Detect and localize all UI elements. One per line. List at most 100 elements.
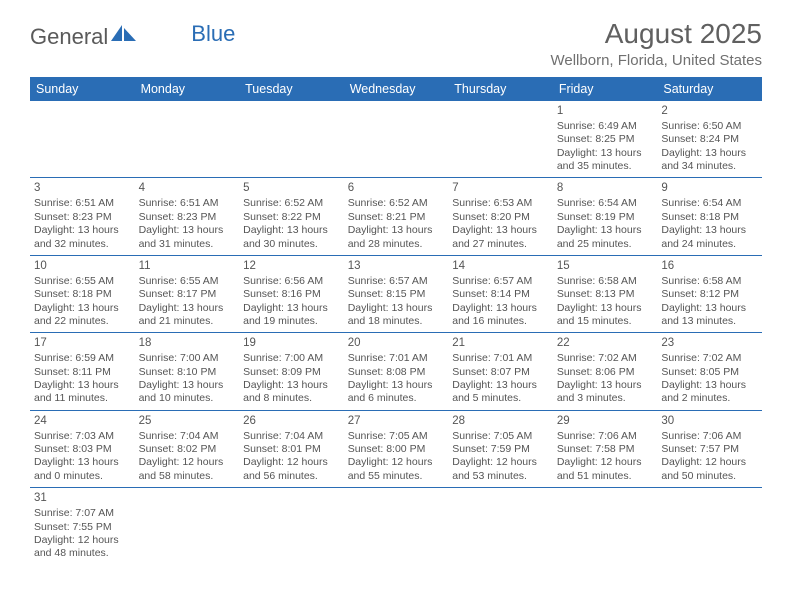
page-title: August 2025 xyxy=(551,18,763,50)
daylight-text: and 56 minutes. xyxy=(243,470,340,483)
daylight-text: and 10 minutes. xyxy=(139,392,236,405)
day-header-tuesday: Tuesday xyxy=(239,77,344,101)
sunset-text: Sunset: 8:06 PM xyxy=(557,366,654,379)
sunset-text: Sunset: 8:03 PM xyxy=(34,443,131,456)
week-row: 10Sunrise: 6:55 AMSunset: 8:18 PMDayligh… xyxy=(30,255,762,332)
daylight-text: and 31 minutes. xyxy=(139,238,236,251)
sunset-text: Sunset: 8:18 PM xyxy=(34,288,131,301)
calendar-table: SundayMondayTuesdayWednesdayThursdayFrid… xyxy=(30,77,762,565)
sunrise-text: Sunrise: 7:02 AM xyxy=(661,352,758,365)
sunset-text: Sunset: 8:16 PM xyxy=(243,288,340,301)
sunset-text: Sunset: 7:58 PM xyxy=(557,443,654,456)
daylight-text: Daylight: 13 hours xyxy=(34,224,131,237)
day-number: 8 xyxy=(557,181,654,196)
sunrise-text: Sunrise: 6:58 AM xyxy=(661,275,758,288)
daylight-text: Daylight: 12 hours xyxy=(348,456,445,469)
sunrise-text: Sunrise: 6:51 AM xyxy=(34,197,131,210)
sunrise-text: Sunrise: 6:58 AM xyxy=(557,275,654,288)
day-header-wednesday: Wednesday xyxy=(344,77,449,101)
day-number: 7 xyxy=(452,181,549,196)
sunset-text: Sunset: 8:25 PM xyxy=(557,133,654,146)
sunset-text: Sunset: 8:09 PM xyxy=(243,366,340,379)
daylight-text: and 21 minutes. xyxy=(139,315,236,328)
day-header-thursday: Thursday xyxy=(448,77,553,101)
logo-text-2: Blue xyxy=(191,21,235,47)
daylight-text: Daylight: 12 hours xyxy=(557,456,654,469)
empty-cell xyxy=(239,101,344,178)
daylight-text: and 51 minutes. xyxy=(557,470,654,483)
daylight-text: Daylight: 12 hours xyxy=(452,456,549,469)
day-cell-14: 14Sunrise: 6:57 AMSunset: 8:14 PMDayligh… xyxy=(448,255,553,332)
daylight-text: and 18 minutes. xyxy=(348,315,445,328)
sunrise-text: Sunrise: 6:59 AM xyxy=(34,352,131,365)
day-cell-1: 1Sunrise: 6:49 AMSunset: 8:25 PMDaylight… xyxy=(553,101,658,178)
day-number: 30 xyxy=(661,414,758,429)
daylight-text: and 8 minutes. xyxy=(243,392,340,405)
day-number: 27 xyxy=(348,414,445,429)
daylight-text: Daylight: 12 hours xyxy=(243,456,340,469)
day-number: 3 xyxy=(34,181,131,196)
logo-text-1: General xyxy=(30,24,108,50)
daylight-text: Daylight: 13 hours xyxy=(139,224,236,237)
day-number: 24 xyxy=(34,414,131,429)
sunrise-text: Sunrise: 6:57 AM xyxy=(348,275,445,288)
day-cell-8: 8Sunrise: 6:54 AMSunset: 8:19 PMDaylight… xyxy=(553,178,658,255)
daylight-text: and 27 minutes. xyxy=(452,238,549,251)
daylight-text: and 24 minutes. xyxy=(661,238,758,251)
day-header-saturday: Saturday xyxy=(657,77,762,101)
day-number: 15 xyxy=(557,259,654,274)
sunset-text: Sunset: 8:22 PM xyxy=(243,211,340,224)
day-number: 17 xyxy=(34,336,131,351)
daylight-text: Daylight: 12 hours xyxy=(661,456,758,469)
sunrise-text: Sunrise: 7:00 AM xyxy=(139,352,236,365)
sunset-text: Sunset: 8:23 PM xyxy=(34,211,131,224)
daylight-text: Daylight: 13 hours xyxy=(243,302,340,315)
daylight-text: and 15 minutes. xyxy=(557,315,654,328)
week-row: 1Sunrise: 6:49 AMSunset: 8:25 PMDaylight… xyxy=(30,101,762,178)
daylight-text: Daylight: 13 hours xyxy=(661,224,758,237)
sunrise-text: Sunrise: 7:02 AM xyxy=(557,352,654,365)
sunrise-text: Sunrise: 7:01 AM xyxy=(452,352,549,365)
sunset-text: Sunset: 8:14 PM xyxy=(452,288,549,301)
day-number: 13 xyxy=(348,259,445,274)
sunrise-text: Sunrise: 6:49 AM xyxy=(557,120,654,133)
week-row: 17Sunrise: 6:59 AMSunset: 8:11 PMDayligh… xyxy=(30,333,762,410)
sunset-text: Sunset: 8:07 PM xyxy=(452,366,549,379)
sunrise-text: Sunrise: 7:03 AM xyxy=(34,430,131,443)
daylight-text: and 0 minutes. xyxy=(34,470,131,483)
daylight-text: and 13 minutes. xyxy=(661,315,758,328)
day-header-friday: Friday xyxy=(553,77,658,101)
day-cell-24: 24Sunrise: 7:03 AMSunset: 8:03 PMDayligh… xyxy=(30,410,135,487)
empty-cell xyxy=(344,488,449,565)
sunset-text: Sunset: 8:17 PM xyxy=(139,288,236,301)
daylight-text: Daylight: 13 hours xyxy=(139,302,236,315)
sunrise-text: Sunrise: 7:05 AM xyxy=(348,430,445,443)
sunset-text: Sunset: 8:23 PM xyxy=(139,211,236,224)
daylight-text: Daylight: 13 hours xyxy=(348,224,445,237)
sunrise-text: Sunrise: 7:06 AM xyxy=(661,430,758,443)
sunset-text: Sunset: 8:12 PM xyxy=(661,288,758,301)
day-number: 12 xyxy=(243,259,340,274)
day-cell-4: 4Sunrise: 6:51 AMSunset: 8:23 PMDaylight… xyxy=(135,178,240,255)
day-number: 19 xyxy=(243,336,340,351)
daylight-text: and 35 minutes. xyxy=(557,160,654,173)
sunrise-text: Sunrise: 6:52 AM xyxy=(348,197,445,210)
logo: General Blue xyxy=(30,24,235,50)
sunset-text: Sunset: 8:00 PM xyxy=(348,443,445,456)
daylight-text: and 53 minutes. xyxy=(452,470,549,483)
sunrise-text: Sunrise: 7:00 AM xyxy=(243,352,340,365)
sunrise-text: Sunrise: 6:56 AM xyxy=(243,275,340,288)
sunset-text: Sunset: 7:57 PM xyxy=(661,443,758,456)
day-cell-9: 9Sunrise: 6:54 AMSunset: 8:18 PMDaylight… xyxy=(657,178,762,255)
daylight-text: Daylight: 13 hours xyxy=(348,379,445,392)
day-number: 2 xyxy=(661,104,758,119)
sunrise-text: Sunrise: 6:52 AM xyxy=(243,197,340,210)
empty-cell xyxy=(657,488,762,565)
daylight-text: and 16 minutes. xyxy=(452,315,549,328)
sunrise-text: Sunrise: 7:07 AM xyxy=(34,507,131,520)
day-number: 5 xyxy=(243,181,340,196)
daylight-text: and 48 minutes. xyxy=(34,547,131,560)
day-number: 6 xyxy=(348,181,445,196)
daylight-text: and 22 minutes. xyxy=(34,315,131,328)
daylight-text: Daylight: 13 hours xyxy=(557,224,654,237)
